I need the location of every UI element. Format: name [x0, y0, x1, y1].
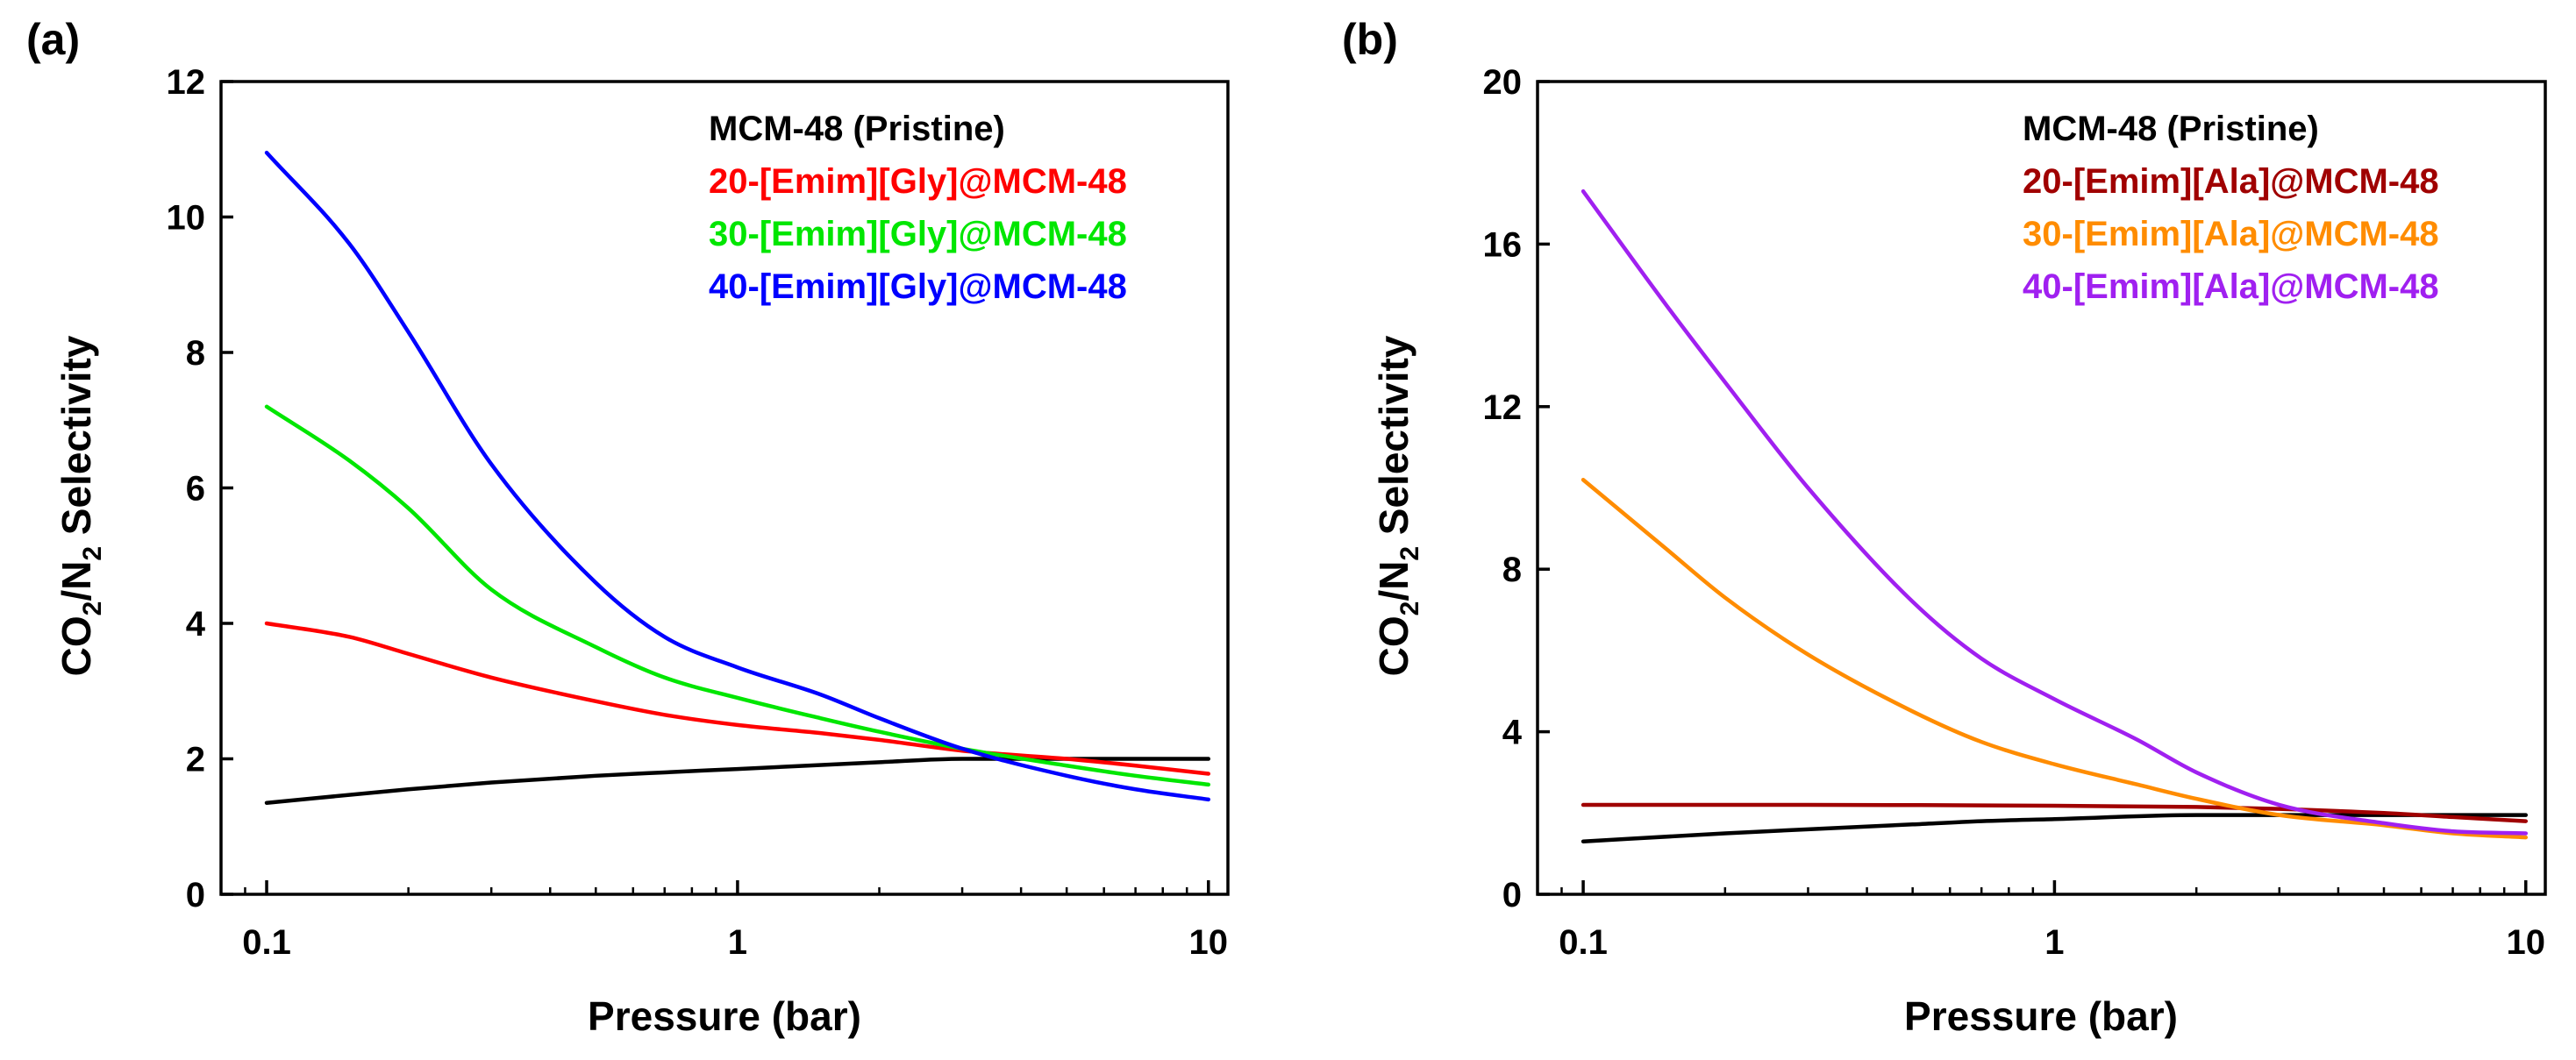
- panel-b-y-tick-label: 16: [1483, 225, 1523, 264]
- panel-b-series-line-0: [1581, 813, 2529, 843]
- panel-a-x-axis-title: Pressure (bar): [588, 993, 861, 1039]
- panel-a-x-tick-label: 10: [1189, 923, 1229, 962]
- panel-b-y-tick-label: 20: [1483, 63, 1523, 102]
- panel-a-x-tick-label: 0.1: [242, 923, 291, 962]
- panel-a-legend-entry-3: 40-[Emim][Gly]@MCM-48: [709, 267, 1127, 306]
- panel-b-y-tick-label: 4: [1502, 714, 1523, 752]
- panel-a-legend-entry-0: MCM-48 (Pristine): [709, 110, 1005, 148]
- panel-b-series-line-2: [1581, 477, 2529, 840]
- panel-b-label: (b): [1342, 15, 1398, 64]
- panel-b-y-tick-label: 8: [1502, 551, 1522, 589]
- panel-b-x-tick-label: 1: [2044, 923, 2064, 962]
- panel-a-x-tick-label: 1: [728, 923, 747, 962]
- panel-a-y-tick-label: 0: [186, 876, 205, 914]
- panel-b-y-tick-label: 12: [1483, 388, 1523, 427]
- panel-b-x-tick-label: 10: [2507, 923, 2546, 962]
- panel-b-x-axis-title: Pressure (bar): [1904, 993, 2178, 1039]
- panel-b: (b) CO2/N2 Selectivity Pressure (bar) 0 4…: [1342, 15, 2547, 1039]
- panel-b-legend-entry-1: 20-[Emim][Ala]@MCM-48: [2023, 162, 2439, 201]
- panel-a-legend-entry-1: 20-[Emim][Gly]@MCM-48: [709, 162, 1127, 201]
- panel-a-y-tick-label: 12: [167, 63, 206, 102]
- panel-a: (a) CO2/N2 Selectivity Pressure (bar) 0 2…: [26, 15, 1230, 1039]
- panel-a-legend-entry-2: 30-[Emim][Gly]@MCM-48: [709, 215, 1127, 253]
- panel-a-series-line-3: [264, 150, 1211, 802]
- panel-a-y-tick-label: 6: [186, 470, 205, 509]
- panel-a-y-tick-label: 8: [186, 334, 205, 373]
- panel-a-series-line-2: [264, 404, 1211, 787]
- panel-a-y-axis-title: CO2/N2 Selectivity: [54, 335, 107, 676]
- panel-a-series-line-1: [264, 621, 1211, 776]
- panel-b-series-line-1: [1581, 802, 2529, 823]
- panel-b-series-line-3: [1581, 189, 2529, 836]
- panel-b-legend-entry-3: 40-[Emim][Ala]@MCM-48: [2023, 267, 2439, 306]
- panel-a-y-tick-label: 10: [167, 199, 206, 238]
- panel-b-y-tick-label: 0: [1502, 876, 1522, 914]
- panel-a-plot-frame: [219, 80, 1230, 896]
- panel-b-x-tick-label: 0.1: [1559, 923, 1608, 962]
- panel-b-plot-frame: [1536, 80, 2547, 896]
- panel-a-label: (a): [26, 15, 80, 64]
- panel-b-legend-entry-0: MCM-48 (Pristine): [2023, 110, 2319, 148]
- panel-b-legend-entry-2: 30-[Emim][Ala]@MCM-48: [2023, 215, 2439, 253]
- panel-a-y-tick-label: 2: [186, 741, 205, 779]
- panel-a-y-tick-label: 4: [186, 605, 206, 644]
- panel-b-y-axis-title: CO2/N2 Selectivity: [1371, 335, 1424, 676]
